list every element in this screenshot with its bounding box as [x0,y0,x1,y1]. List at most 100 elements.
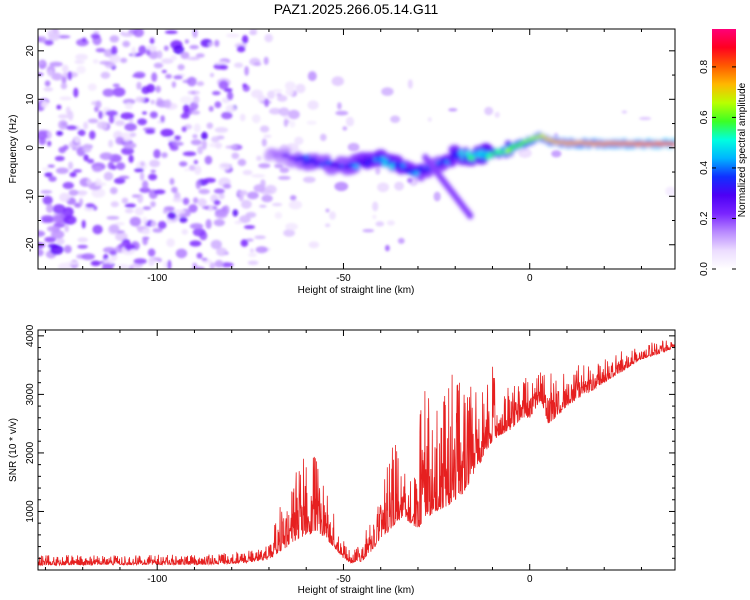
spectrogram-noise-blob [172,209,186,215]
spectrogram-noise-blob [274,212,283,219]
spectrogram-noise-blob [192,29,198,38]
spectrogram-noise-blob [49,61,63,67]
spectrogram-noise-blob [267,90,276,100]
spectrogram-noise-blob [237,190,248,196]
spectrogram-noise-blob [150,99,155,105]
spectrogram-noise-blob [40,190,53,194]
spectrogram-noise-blob [77,237,88,243]
spectrogram-noise-blob [260,179,266,189]
spectrogram-noise-blob [121,197,129,204]
spectrogram-noise-blob [115,232,128,242]
spectrogram-noise-blob [243,225,256,230]
spectrogram-noise-blob [108,114,115,124]
spectrogram-noise-blob [213,188,225,194]
spectrogram-noise-blob [43,87,54,92]
spectrogram-noise-blob [146,49,151,56]
snr-series-line [38,340,675,567]
spectrogram-noise-blob [81,37,87,43]
spectrogram-noise-blob [221,206,227,213]
spectrogram-ridge-core [353,163,359,170]
spectrogram-noise-blob [52,204,66,214]
spectrogram-noise-blob [167,211,177,220]
spectrogram-noise-blob [193,95,200,104]
spectrogram-noise-blob [152,228,163,233]
y-tick-label: 0 [25,145,36,151]
spectrogram-noise-blob [68,189,79,196]
spectrogram-noise-blob [81,219,86,229]
spectrogram-noise-blob [114,222,125,226]
spectrogram-noise-blob [153,149,161,159]
snr-plot-area [38,330,675,570]
spectrogram-ridge-core [465,150,471,157]
spectrogram-noise-blob [182,151,197,157]
spectrogram-noise-blob [87,158,95,164]
spectrogram-noise-blob [186,56,200,61]
spectrogram-noise-blob [56,104,62,110]
spectrogram-noise-blob [195,180,201,190]
spectrogram-ridge-core [451,150,458,156]
spectrogram-noise-blob [372,214,377,220]
spectrogram-noise-blob [219,64,228,70]
spectrogram-noise-blob [106,216,120,220]
spectrogram-noise-blob [171,81,177,88]
spectrogram-noise-blob [95,100,102,109]
spectrogram-noise-blob [48,33,60,41]
spectrogram-noise-blob [193,197,199,204]
spectrogram-noise-blob [94,182,107,187]
spectrogram-noise-blob [89,130,96,140]
spectrogram-noise-blob [193,123,201,133]
spectrogram-noise-blob [201,257,208,261]
spectrogram-noise-blob [223,183,232,189]
spectrogram-noise-blob [123,142,137,149]
spectrogram-noise-blob [92,224,103,235]
spectrogram-noise-blob [52,29,59,35]
spectrogram-noise-blob [76,65,86,74]
spectrogram-noise-blob [92,166,103,173]
x-tick-label: 0 [527,273,533,284]
spectrogram-noise-blob [639,116,652,121]
spectrogram-noise-blob [193,159,199,165]
spectrogram-noise-blob [205,219,212,229]
spectrogram-noise-blob [67,110,74,121]
spectrogram-noise-blob [41,215,54,222]
spectrogram-noise-blob [41,167,50,171]
spectrogram-noise-blob [203,177,216,183]
spectrogram-y-ticks: -20 -10 0 10 20 [25,45,675,270]
spectrogram-noise-blob [196,81,205,87]
spectrogram-noise-blob [38,132,48,140]
spectrogram-noise-blob [226,33,240,38]
spectrogram-noise-blob [161,58,174,64]
spectrogram-noise-blob [150,201,156,208]
spectrogram-noise-blob [211,136,220,143]
spectrogram-noise-blob [47,140,52,147]
spectrogram-noise-blob [263,134,272,139]
spectrogram-noise-blob [142,216,148,225]
spectrogram-noise-blob [206,122,214,129]
spectrogram-noise-blob [214,101,222,109]
spectrogram-noise-blob [242,83,248,88]
spectrogram-noise-blob [63,215,77,225]
spectrogram-noise-blob [251,174,266,178]
spectrogram-noise-blob [115,136,125,145]
spectrogram-noise-blob [241,35,249,44]
spectrogram-noise-blob [124,208,134,214]
spectrogram-noise-blob [553,132,559,138]
spectrogram-noise-blob [237,158,247,167]
spectrogram-noise-blob [178,213,186,218]
spectrogram-frame [37,28,676,270]
spectrogram-noise-blob [46,225,58,232]
spectrogram-noise-blob [160,128,174,137]
spectrogram-noise-blob [65,261,80,265]
spectrogram-noise-blob [83,121,89,130]
spectrogram-noise-blob [124,203,137,208]
spectrogram-noise-blob [180,96,193,104]
spectrogram-noise-blob [79,198,83,206]
spectrogram-noise-blob [372,201,379,212]
spectrogram-noise-blob [184,39,189,44]
spectrogram-noise-blob [307,71,317,82]
y-tick-label: 4000 [25,324,36,347]
spectrogram-noise-blob [87,118,99,124]
spectrogram-noise-blob [290,195,297,201]
spectrogram-ridge-core [380,156,386,162]
spectrogram-noise-blob [77,244,88,249]
